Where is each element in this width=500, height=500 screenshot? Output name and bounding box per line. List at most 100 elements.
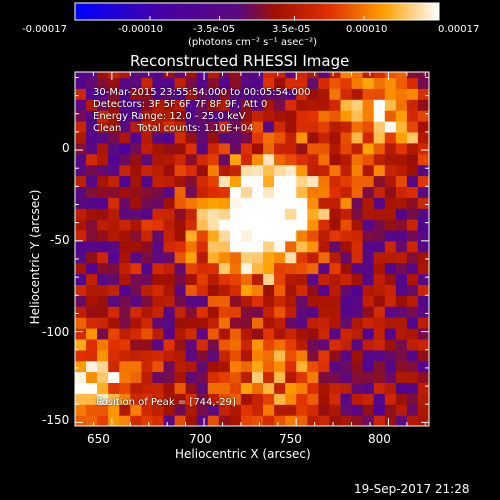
heatmap-cell <box>340 306 353 318</box>
heatmap-cell <box>97 251 109 264</box>
heatmap-cell <box>340 142 353 155</box>
heatmap-cell <box>406 99 419 111</box>
heatmap-cell <box>406 273 419 285</box>
heatmap-cell <box>406 306 419 318</box>
heatmap-cell <box>373 240 386 253</box>
heatmap-cell <box>329 371 342 383</box>
heatmap-cell <box>285 72 297 79</box>
heatmap-cell <box>141 175 154 187</box>
heatmap-cell <box>75 175 87 187</box>
heatmap-cell <box>174 164 187 177</box>
heatmap-cell <box>152 251 165 264</box>
heatmap-cell <box>406 415 419 426</box>
heatmap-cell <box>296 88 308 100</box>
heatmap-cell <box>417 262 429 275</box>
heatmap-cell <box>119 88 131 100</box>
heatmap-cell <box>318 284 331 296</box>
heatmap-cell <box>296 415 308 426</box>
heatmap-cell <box>395 338 408 351</box>
heatmap-cell <box>318 415 331 426</box>
heatmap-cell <box>263 338 275 351</box>
heatmap-cell <box>417 382 429 394</box>
heatmap-cell <box>373 88 386 100</box>
heatmap-cell <box>196 251 209 264</box>
heatmap-cell <box>174 295 187 307</box>
heatmap-cell <box>141 262 154 275</box>
heatmap-cell <box>185 262 198 275</box>
heatmap-cell <box>108 77 120 89</box>
heatmap-cell <box>274 393 286 405</box>
heatmap-cell <box>362 382 375 394</box>
heatmap-cell <box>384 328 397 340</box>
heatmap-cell <box>207 131 220 144</box>
heatmap-cell <box>240 153 253 166</box>
heatmap-cell <box>207 175 220 187</box>
heatmap-cell <box>207 153 220 166</box>
heatmap-cell <box>318 371 331 383</box>
heatmap-cell <box>296 153 308 166</box>
heatmap-cell <box>108 229 120 242</box>
heatmap-cell <box>406 262 419 275</box>
heatmap-cell <box>307 164 319 177</box>
heatmap-cell <box>196 393 209 405</box>
heatmap-cell <box>196 404 209 416</box>
heatmap-cell <box>75 229 87 242</box>
heatmap-cell <box>229 72 242 79</box>
heatmap-cell <box>97 208 109 220</box>
heatmap-cell <box>285 175 297 187</box>
heatmap-cell <box>252 72 264 79</box>
heatmap-cell <box>174 88 187 100</box>
heatmap-cell <box>75 349 87 362</box>
heatmap-cell <box>351 262 364 275</box>
heatmap-cell <box>373 99 386 111</box>
heatmap-cell <box>340 153 353 166</box>
heatmap-cell <box>130 110 142 122</box>
heatmap-cell <box>218 404 231 416</box>
heatmap-cell <box>86 88 98 100</box>
heatmap-cell <box>75 164 87 177</box>
heatmap-cell <box>240 72 253 79</box>
heatmap-cell <box>207 99 220 111</box>
heatmap-cell <box>97 240 109 253</box>
heatmap-cell <box>229 295 242 307</box>
heatmap-cell <box>395 273 408 285</box>
heatmap-cell <box>86 415 98 426</box>
heatmap-cell <box>240 317 253 329</box>
x-tick-label: 800 <box>368 432 391 446</box>
generation-timestamp: 19-Sep-2017 21:28 <box>354 482 470 496</box>
heatmap-cell <box>229 131 242 144</box>
heatmap-cell <box>384 295 397 307</box>
heatmap-cell <box>163 175 176 187</box>
heatmap-cell <box>340 360 353 373</box>
heatmap-cell <box>75 306 87 318</box>
heatmap-cell <box>263 262 275 275</box>
heatmap-cell <box>340 186 353 198</box>
heatmap-cell <box>285 153 297 166</box>
heatmap-cell <box>152 88 165 100</box>
heatmap-cell <box>384 175 397 187</box>
x-tick-label: 750 <box>279 432 302 446</box>
heatmap-cell <box>362 349 375 362</box>
heatmap-cell <box>108 197 120 209</box>
heatmap-cell <box>119 240 131 253</box>
heatmap-cell <box>196 99 209 111</box>
heatmap-cell <box>196 142 209 155</box>
heatmap-cell <box>373 415 386 426</box>
heatmap-cell <box>174 229 187 242</box>
heatmap-cell <box>351 240 364 253</box>
heatmap-cell <box>240 77 253 89</box>
heatmap-cell <box>285 360 297 373</box>
heatmap-cell <box>340 197 353 209</box>
heatmap-cell <box>274 317 286 329</box>
heatmap-cell <box>130 338 142 351</box>
heatmap-cell <box>274 164 286 177</box>
colorbar-tick-label: -3.5e-05 <box>193 24 235 35</box>
heatmap-cell <box>329 208 342 220</box>
heatmap-cell <box>329 131 342 144</box>
heatmap-cell <box>218 284 231 296</box>
heatmap-cell <box>252 382 264 394</box>
heatmap-cell <box>263 328 275 340</box>
heatmap-cell <box>340 393 353 405</box>
heatmap-cell <box>263 72 275 79</box>
